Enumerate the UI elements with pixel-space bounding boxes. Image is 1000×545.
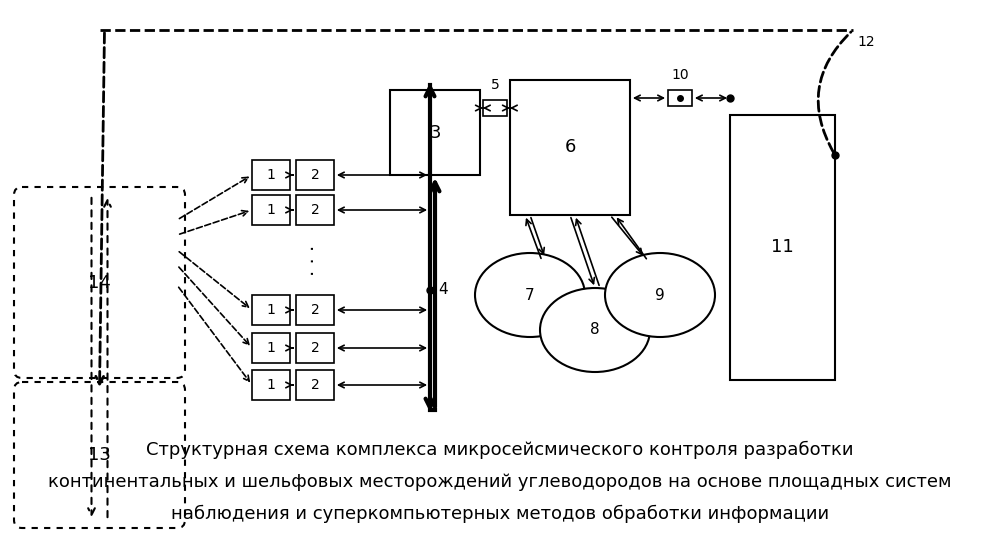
Bar [390,90,480,175]
FancyBboxPatch shape [14,382,185,528]
Text: 1: 1 [267,303,275,317]
Text: 8: 8 [590,323,600,337]
Bar [296,295,334,325]
Text: 2: 2 [311,341,319,355]
Text: 6: 6 [564,138,576,156]
Text: 9: 9 [655,288,665,302]
Bar [252,160,290,190]
Ellipse shape [605,253,715,337]
Text: 12: 12 [857,35,875,49]
Text: 1: 1 [267,203,275,217]
Text: 13: 13 [88,446,111,464]
Bar [252,295,290,325]
Text: 2: 2 [311,303,319,317]
Bar [296,195,334,225]
Text: 14: 14 [88,274,111,292]
Text: 1: 1 [267,341,275,355]
Bar [296,333,334,363]
Text: 1: 1 [267,168,275,182]
Text: 2: 2 [311,168,319,182]
Text: 2: 2 [311,203,319,217]
Text: Структурная схема комплекса микросейсмического контроля разработки: Структурная схема комплекса микросейсмич… [146,441,854,459]
Text: 10: 10 [671,68,689,82]
FancyBboxPatch shape [14,187,185,378]
Bar [668,90,692,106]
Ellipse shape [540,288,650,372]
Bar [252,333,290,363]
Text: 4: 4 [438,282,448,298]
Bar [296,370,334,400]
Text: 1: 1 [267,378,275,392]
Text: 2: 2 [311,378,319,392]
Bar [252,370,290,400]
Text: континентальных и шельфовых месторождений углеводородов на основе площадных сист: континентальных и шельфовых месторождени… [48,473,952,491]
Bar [296,160,334,190]
Text: 3: 3 [429,124,441,142]
Text: наблюдения и суперкомпьютерных методов обработки информации: наблюдения и суперкомпьютерных методов о… [171,505,829,523]
Bar [483,100,507,116]
Bar [252,195,290,225]
Bar [510,80,630,215]
Text: 7: 7 [525,288,535,302]
Text: · · ·: · · · [306,244,324,276]
Text: 11: 11 [771,239,794,257]
Text: 5: 5 [491,78,499,92]
Bar [730,115,835,380]
Ellipse shape [475,253,585,337]
